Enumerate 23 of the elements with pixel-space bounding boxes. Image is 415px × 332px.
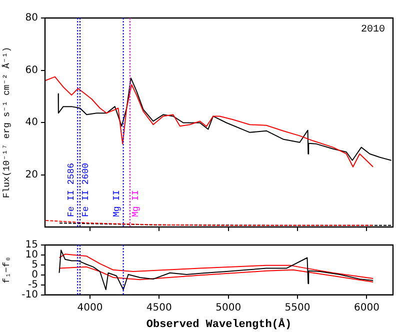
y-tick-label: 80 xyxy=(25,12,38,24)
x-tick-label: 6000 xyxy=(354,302,380,314)
ref-line-label: Mg II xyxy=(112,190,122,217)
y-tick-label: 20 xyxy=(25,169,38,180)
y-axis-title: f₁−f₀ xyxy=(2,256,12,284)
y-tick-label: 40 xyxy=(25,117,38,128)
ref-line-label: Mg II xyxy=(130,190,141,217)
x-tick-label: 5500 xyxy=(284,302,310,314)
y-tick-label: -5 xyxy=(28,279,38,290)
ref-line-label: Fe II 2600 xyxy=(80,162,91,217)
y-tick-label: 15 xyxy=(25,240,38,251)
annotation: 2010 xyxy=(360,24,385,36)
y-tick-label: 60 xyxy=(25,64,38,76)
y-tick-label: -10 xyxy=(22,289,38,300)
y-tick-label: 0 xyxy=(32,269,38,280)
x-tick-label: 4000 xyxy=(77,302,103,314)
x-axis-title: Observed Wavelength(Å) xyxy=(146,317,292,332)
x-tick-label: 4500 xyxy=(146,302,172,314)
y-axis-title: Flux(10⁻¹⁷ erg s⁻¹ cm⁻² Å⁻¹) xyxy=(0,46,12,198)
x-tick-label: 5000 xyxy=(216,302,242,314)
ref-line-label: Fe II 2586 xyxy=(66,162,77,217)
y-tick-label: 5 xyxy=(32,260,38,271)
y-tick-label: 10 xyxy=(25,250,38,261)
